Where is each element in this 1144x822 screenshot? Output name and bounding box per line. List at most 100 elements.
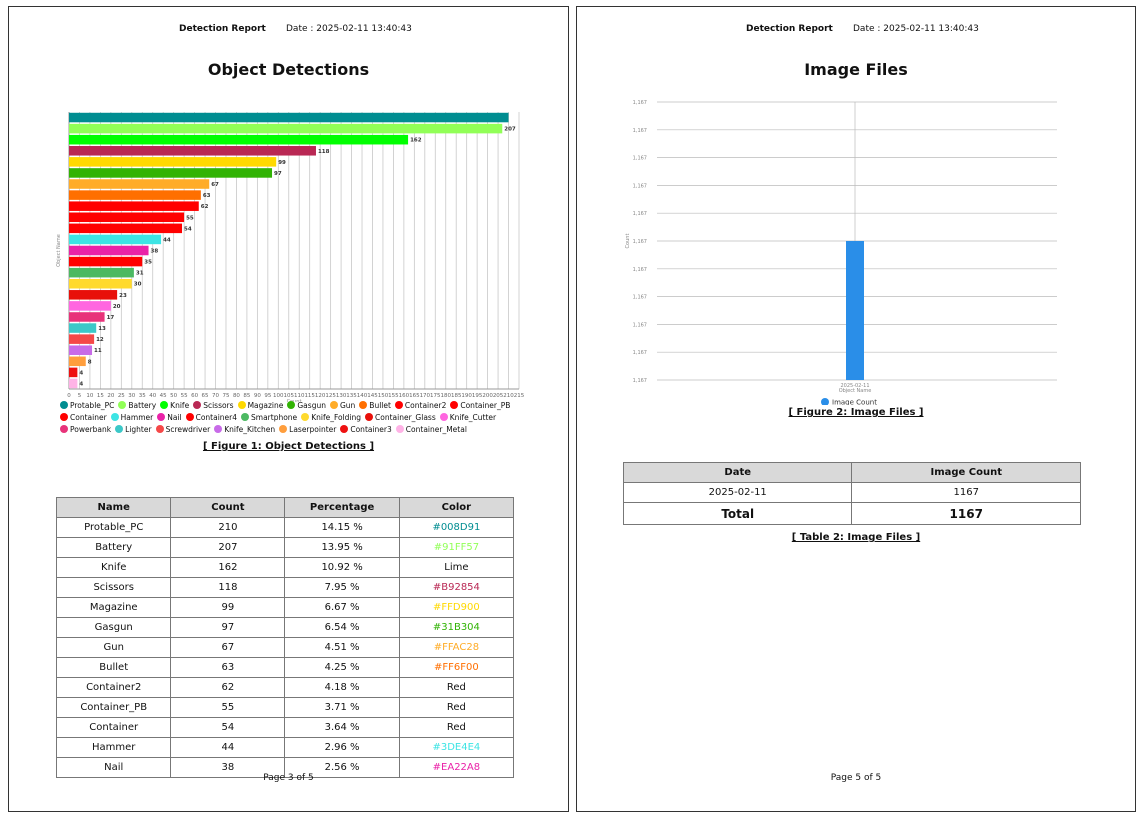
x-tick-label: 160	[399, 393, 410, 399]
percentage-cell: 13.95 %	[285, 538, 399, 558]
legend-swatch	[330, 401, 338, 409]
x-tick-label: 90	[254, 393, 261, 399]
count-cell: 62	[171, 678, 285, 698]
legend-item: Laserpointer	[279, 424, 336, 436]
x-tick-label: 70	[212, 393, 219, 399]
bar	[69, 334, 94, 344]
x-tick-label: 130	[336, 393, 347, 399]
legend-label: Screwdriver	[166, 425, 211, 434]
x-tick-label: 195	[472, 393, 483, 399]
color-cell: #B92854	[399, 578, 513, 598]
table-row: Gun 67 4.51 % #FFAC28	[57, 638, 514, 658]
percentage-cell: 4.51 %	[285, 638, 399, 658]
legend-label: Lighter	[125, 425, 151, 434]
x-tick-label: 215	[514, 393, 525, 399]
legend-swatch	[395, 401, 403, 409]
bar	[69, 257, 142, 267]
legend-swatch	[214, 425, 222, 433]
legend-item: Battery	[118, 400, 156, 412]
color-cell: #FF6F00	[399, 658, 513, 678]
name-cell: Knife	[57, 558, 171, 578]
column-header: Color	[399, 498, 513, 518]
bar	[69, 268, 134, 278]
y-tick-label: 1,167	[633, 183, 647, 189]
legend-label: Container_Metal	[406, 425, 467, 434]
legend-label: Container_PB	[460, 401, 510, 410]
figure-caption: [ Figure 2: Image Files ]	[577, 407, 1135, 418]
data-label: 54	[184, 226, 192, 232]
total-label: Total	[624, 503, 852, 525]
date-cell: 2025-02-11	[624, 483, 852, 503]
y-tick-label: 1,167	[633, 128, 647, 134]
legend-label: Container	[70, 413, 107, 422]
page-footer: Page 3 of 5	[9, 773, 568, 783]
bar	[69, 124, 502, 134]
x-tick-label: 165	[409, 393, 420, 399]
x-tick-label: 115	[304, 393, 315, 399]
image-files-chart: 1,1671,1671,1671,1671,1671,1671,1671,167…	[617, 90, 1067, 405]
name-cell: Container2	[57, 678, 171, 698]
legend-swatch	[340, 425, 348, 433]
name-cell: Bullet	[57, 658, 171, 678]
legend-item: Knife_Folding	[301, 412, 361, 424]
data-label: 162	[410, 138, 422, 144]
legend-item: Container_Metal	[396, 424, 467, 436]
table-row: 2025-02-11 1167	[624, 483, 1081, 503]
legend-label: Magazine	[248, 401, 284, 410]
legend-swatch	[193, 401, 201, 409]
name-cell: Scissors	[57, 578, 171, 598]
bar	[69, 224, 182, 234]
x-tick-label: 190	[461, 393, 472, 399]
x-tick-label: 30	[128, 393, 135, 399]
legend-item: Nail	[157, 412, 181, 424]
legend-swatch	[359, 401, 367, 409]
count-cell: 1167	[852, 483, 1081, 503]
data-label: 20	[113, 304, 121, 310]
data-label: 17	[107, 315, 115, 321]
legend-swatch	[157, 413, 165, 421]
x-tick-label: 50	[170, 393, 177, 399]
count-cell: 210	[171, 518, 285, 538]
x-tick-label: 210	[503, 393, 514, 399]
x-tick-label: 35	[139, 393, 146, 399]
legend-item: Scissors	[193, 400, 233, 412]
color-cell: Red	[399, 718, 513, 738]
x-tick-label: 120	[315, 393, 326, 399]
count-cell: 55	[171, 698, 285, 718]
x-tick-label: 20	[107, 393, 114, 399]
legend-item: Magazine	[238, 400, 284, 412]
legend-item: Gun	[330, 400, 355, 412]
bar	[69, 368, 77, 378]
legend-swatch	[60, 425, 68, 433]
percentage-cell: 10.92 %	[285, 558, 399, 578]
count-cell: 118	[171, 578, 285, 598]
x-axis-title: Object Name	[839, 388, 872, 394]
legend-swatch	[156, 425, 164, 433]
legend-item: Powerbank	[60, 424, 111, 436]
section-title: Image Files	[577, 60, 1135, 79]
x-tick-label: 185	[451, 393, 462, 399]
x-tick-label: 100	[273, 393, 284, 399]
data-label: 97	[274, 171, 282, 177]
legend-swatch	[287, 401, 295, 409]
legend-swatch	[279, 425, 287, 433]
table-row: Bullet 63 4.25 % #FF6F00	[57, 658, 514, 678]
detections-table: Name Count Percentage Color Protable_PC 2…	[56, 497, 514, 778]
legend-label: Bullet	[369, 401, 391, 410]
legend-label: Gun	[340, 401, 355, 410]
legend-swatch	[115, 425, 123, 433]
table-row: Container 54 3.64 % Red	[57, 718, 514, 738]
column-header: Count	[171, 498, 285, 518]
bar	[69, 312, 105, 322]
page-footer: Page 5 of 5	[577, 773, 1135, 783]
x-tick-label: 95	[264, 393, 271, 399]
legend-swatch	[60, 413, 68, 421]
chart-legend: Protable_PC Battery Knife Scissors Magazine G…	[60, 400, 530, 436]
section-title: Object Detections	[9, 60, 568, 79]
report-page-5: Detection Report Date : 2025-02-11 13:40…	[576, 6, 1136, 812]
legend-item: Gasgun	[287, 400, 326, 412]
bar	[69, 157, 276, 167]
legend-label: Hammer	[121, 413, 154, 422]
y-tick-label: 1,167	[633, 350, 647, 356]
report-title: Detection Report	[179, 24, 266, 34]
